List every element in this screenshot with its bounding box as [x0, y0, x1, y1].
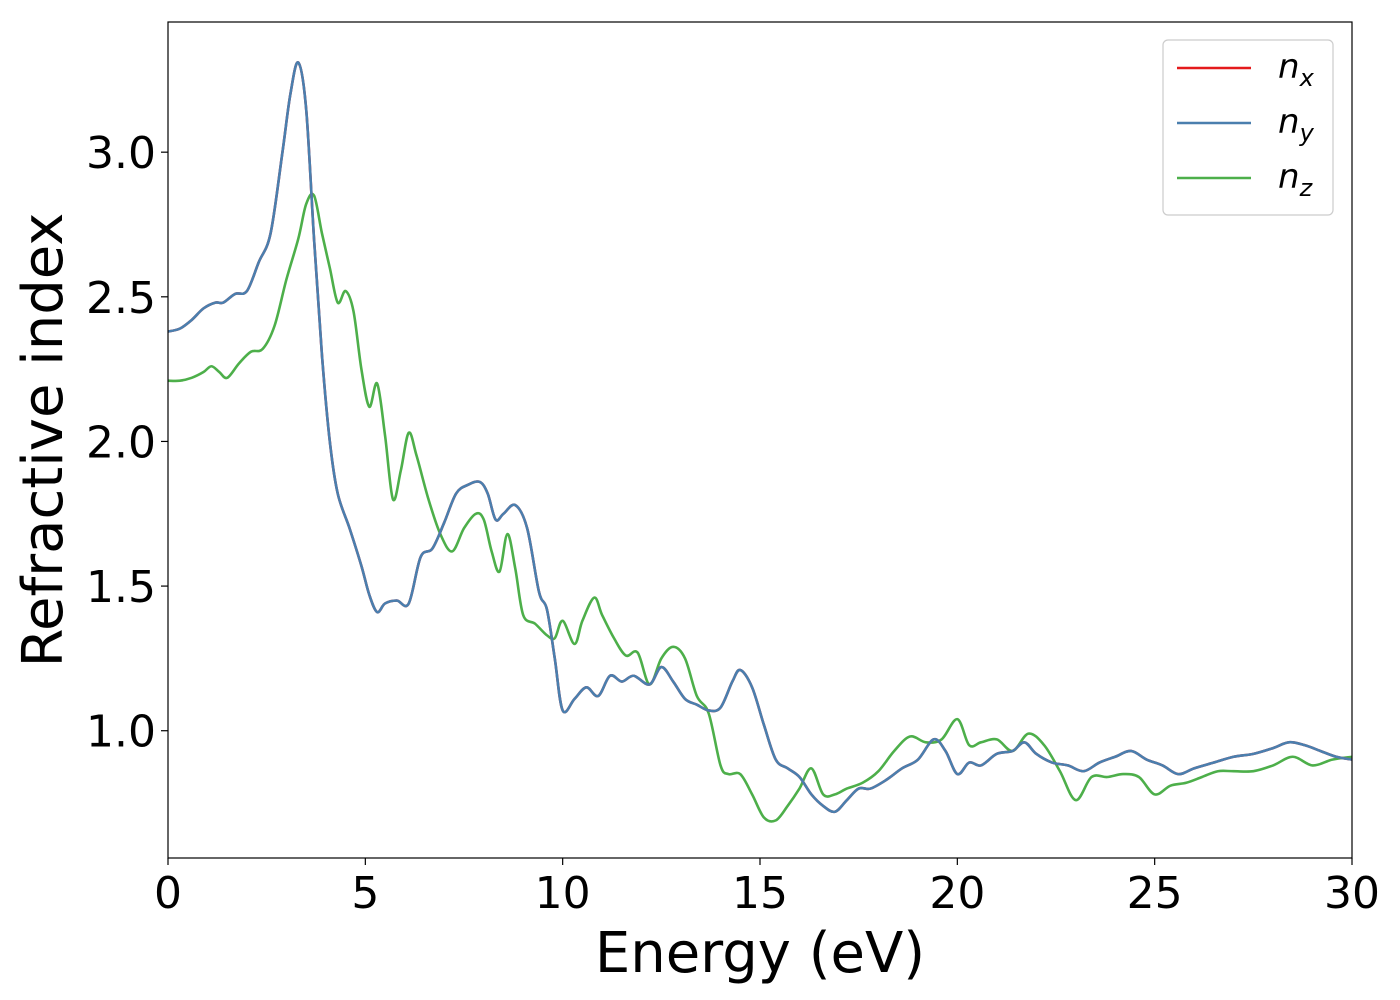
- x-axis: 0 5 10 15 20 25 30: [154, 858, 1380, 919]
- x-tick-label: 25: [1127, 868, 1183, 919]
- x-tick-label: 5: [351, 868, 379, 919]
- x-tick-label: 15: [732, 868, 788, 919]
- y-tick-label: 3.0: [86, 128, 156, 179]
- legend-label-y: ny: [1278, 102, 1315, 147]
- y-axis-label: Refractive index: [11, 213, 76, 668]
- legend-label-z: nz: [1278, 157, 1314, 202]
- y-tick-label: 2.5: [86, 273, 156, 324]
- x-tick-label: 0: [154, 868, 182, 919]
- x-tick-label: 20: [929, 868, 985, 919]
- y-tick-label: 1.5: [86, 562, 156, 613]
- legend: nx ny nz: [1162, 39, 1334, 216]
- series-line-n-y: [168, 61, 1352, 814]
- x-tick-label: 30: [1324, 868, 1380, 919]
- y-axis: 1.0 1.5 2.0 2.5 3.0: [86, 128, 168, 758]
- x-axis-label: Energy (eV): [595, 921, 925, 986]
- legend-box: [1162, 39, 1334, 216]
- y-tick-label: 1.0: [86, 707, 156, 758]
- series-line-n-z: [168, 192, 1352, 823]
- series-layer: [168, 61, 1352, 823]
- legend-label-x: nx: [1278, 47, 1315, 92]
- x-tick-label: 10: [535, 868, 591, 919]
- y-tick-label: 2.0: [86, 417, 156, 468]
